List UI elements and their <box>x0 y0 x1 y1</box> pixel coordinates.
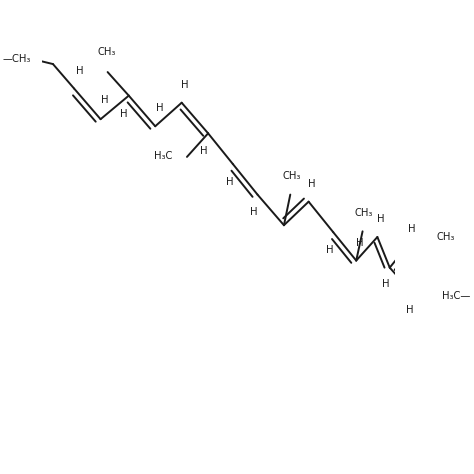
Text: CH₃: CH₃ <box>98 47 116 57</box>
Text: H: H <box>408 224 415 234</box>
Text: H: H <box>326 245 334 255</box>
Text: H: H <box>383 279 390 289</box>
Text: CH₃: CH₃ <box>354 208 373 218</box>
Text: H: H <box>250 208 258 218</box>
Text: CH₃: CH₃ <box>436 232 455 242</box>
Text: H: H <box>101 95 109 105</box>
Text: H: H <box>406 305 414 315</box>
Text: —CH₃: —CH₃ <box>2 55 31 64</box>
Text: H: H <box>76 66 83 76</box>
Text: H: H <box>356 237 364 247</box>
Text: H: H <box>200 146 208 156</box>
Text: H: H <box>156 103 163 113</box>
Text: H: H <box>120 109 127 118</box>
Text: H: H <box>309 179 316 189</box>
Text: H: H <box>182 80 189 90</box>
Text: H₃C: H₃C <box>154 151 172 161</box>
Text: H₃C—: H₃C— <box>442 291 471 301</box>
Text: CH₃: CH₃ <box>283 172 301 182</box>
Text: H: H <box>226 177 233 187</box>
Text: H: H <box>377 214 385 224</box>
